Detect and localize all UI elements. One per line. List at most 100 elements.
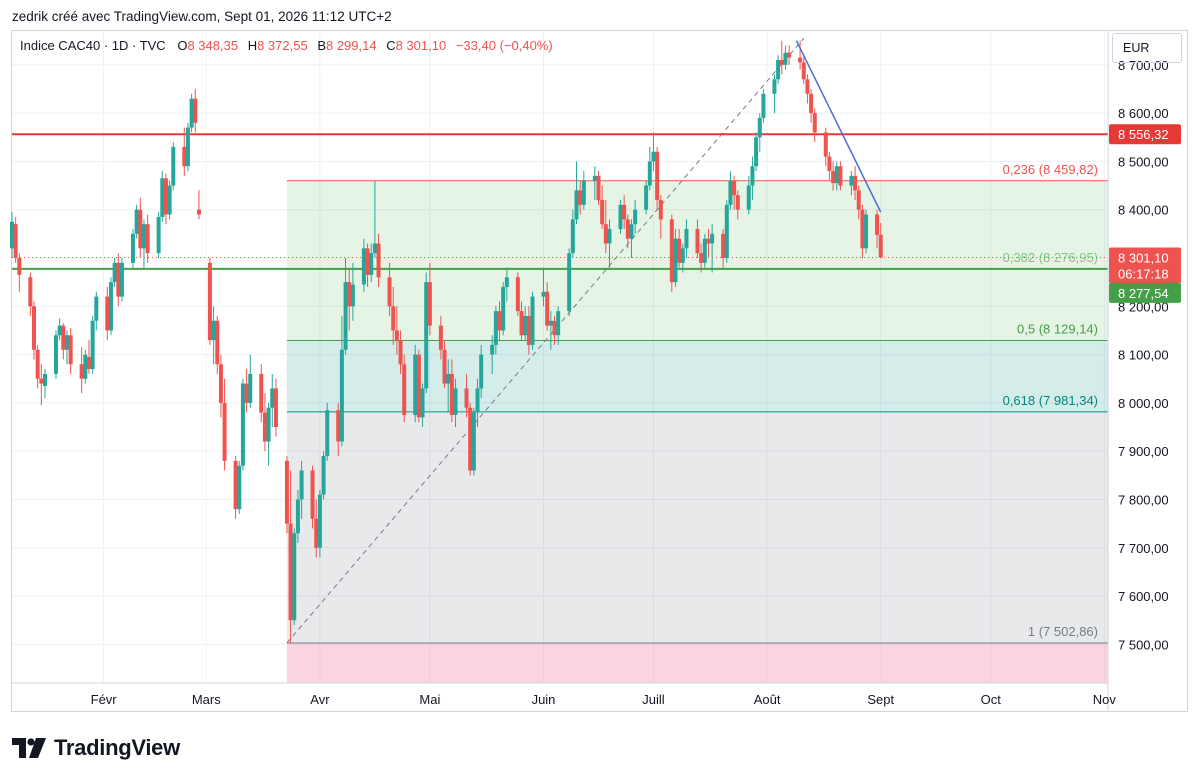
candle bbox=[464, 373, 469, 418]
price-tick-label: 8 500,00 bbox=[1118, 154, 1169, 169]
candle-body bbox=[541, 291, 546, 297]
candle-body bbox=[365, 248, 370, 275]
candle-body bbox=[519, 311, 524, 336]
candle bbox=[116, 253, 121, 307]
resistance-price-text: 8 556,32 bbox=[1118, 127, 1169, 142]
candle bbox=[875, 209, 880, 249]
candle-body bbox=[490, 344, 495, 355]
candle-body bbox=[702, 238, 707, 263]
currency-selector[interactable]: EUR bbox=[1112, 33, 1182, 63]
candle-body bbox=[526, 315, 531, 345]
fibonacci-zone bbox=[286, 269, 1108, 341]
open-value: 8 348,35 bbox=[187, 38, 239, 53]
candle bbox=[317, 489, 322, 558]
candle bbox=[523, 306, 528, 341]
candle bbox=[834, 161, 839, 191]
candle bbox=[248, 354, 253, 408]
candle-body bbox=[680, 248, 685, 263]
candle bbox=[105, 286, 110, 341]
candle bbox=[831, 161, 836, 191]
candle-body bbox=[501, 286, 506, 331]
candle bbox=[193, 88, 198, 133]
price-axis-labels: 7 500,00 7 600,00 7 700,00 7 800,00 7 900,00… bbox=[1118, 58, 1169, 653]
fibonacci-level-label: 0,5 (8 129,14) bbox=[1017, 322, 1098, 337]
candle bbox=[515, 272, 520, 316]
candle-body bbox=[706, 238, 711, 244]
candle bbox=[530, 291, 535, 350]
candle bbox=[721, 229, 726, 268]
fibonacci-zone bbox=[286, 411, 1108, 643]
candle-body bbox=[655, 151, 660, 201]
candle bbox=[365, 243, 370, 287]
chart-credit: zedrik créé avec TradingView.com, Sept 0… bbox=[12, 9, 392, 24]
resistance-price-tag-background bbox=[1109, 124, 1181, 145]
candle-body bbox=[479, 354, 484, 389]
candle bbox=[519, 301, 524, 341]
candle bbox=[413, 344, 418, 423]
time-tick-label: Oct bbox=[981, 692, 1002, 707]
candle bbox=[567, 248, 572, 316]
symbol-label[interactable]: Indice CAC40 · 1D · TVC bbox=[20, 38, 166, 53]
candle bbox=[812, 108, 817, 143]
tradingview-logo[interactable]: TradingView bbox=[12, 735, 180, 761]
candle bbox=[468, 402, 473, 476]
candle bbox=[856, 185, 861, 220]
candle-body bbox=[625, 219, 630, 239]
fibonacci-zone bbox=[286, 642, 1108, 683]
candle-body bbox=[834, 166, 839, 184]
candle-body bbox=[801, 62, 806, 80]
candle bbox=[427, 262, 432, 336]
candle bbox=[53, 330, 58, 379]
candle bbox=[805, 74, 810, 104]
candle-body bbox=[83, 354, 88, 379]
candle-body bbox=[721, 233, 726, 258]
candle bbox=[189, 93, 194, 133]
candle bbox=[864, 209, 869, 254]
candle-body bbox=[629, 224, 634, 239]
candle bbox=[570, 209, 575, 258]
candle-body bbox=[875, 214, 880, 235]
candle bbox=[578, 180, 583, 215]
time-tick-label: Sept bbox=[867, 692, 894, 707]
candle bbox=[779, 40, 784, 75]
candle bbox=[556, 306, 561, 345]
candle-body bbox=[838, 166, 843, 186]
candle bbox=[336, 402, 341, 457]
candle bbox=[350, 262, 355, 321]
candle bbox=[299, 460, 304, 519]
support-price-text: 8 277,54 bbox=[1118, 286, 1169, 301]
candle-body bbox=[292, 533, 297, 621]
candle-body bbox=[574, 190, 579, 220]
time-tick-label: Mars bbox=[192, 692, 221, 707]
candle-body bbox=[119, 262, 124, 297]
candle bbox=[699, 243, 704, 273]
candle-body bbox=[160, 178, 165, 217]
candle bbox=[504, 267, 509, 302]
candle-body bbox=[240, 383, 245, 466]
candle-body bbox=[754, 137, 759, 167]
candle bbox=[57, 318, 62, 341]
candle-body bbox=[343, 282, 348, 350]
candle-body bbox=[64, 335, 69, 350]
candle-body bbox=[391, 306, 396, 331]
price-tick-label: 7 700,00 bbox=[1118, 541, 1169, 556]
candle bbox=[391, 286, 396, 345]
high-label: H bbox=[247, 38, 258, 53]
candle bbox=[545, 282, 550, 331]
tradingview-logo-icon bbox=[12, 738, 46, 758]
price-tick-label: 7 900,00 bbox=[1118, 444, 1169, 459]
candle-body bbox=[798, 57, 803, 63]
candle bbox=[677, 229, 682, 268]
candle bbox=[347, 267, 352, 331]
candle bbox=[343, 257, 348, 355]
candle bbox=[31, 301, 36, 360]
open-label: O bbox=[177, 38, 188, 53]
last-price-text: 8 301,10 bbox=[1118, 250, 1169, 265]
time-tick-label: Août bbox=[754, 692, 781, 707]
candle bbox=[633, 200, 638, 234]
candle-body bbox=[215, 320, 220, 365]
candle bbox=[138, 197, 143, 258]
candle-body bbox=[369, 253, 374, 275]
candle-body bbox=[339, 349, 344, 442]
